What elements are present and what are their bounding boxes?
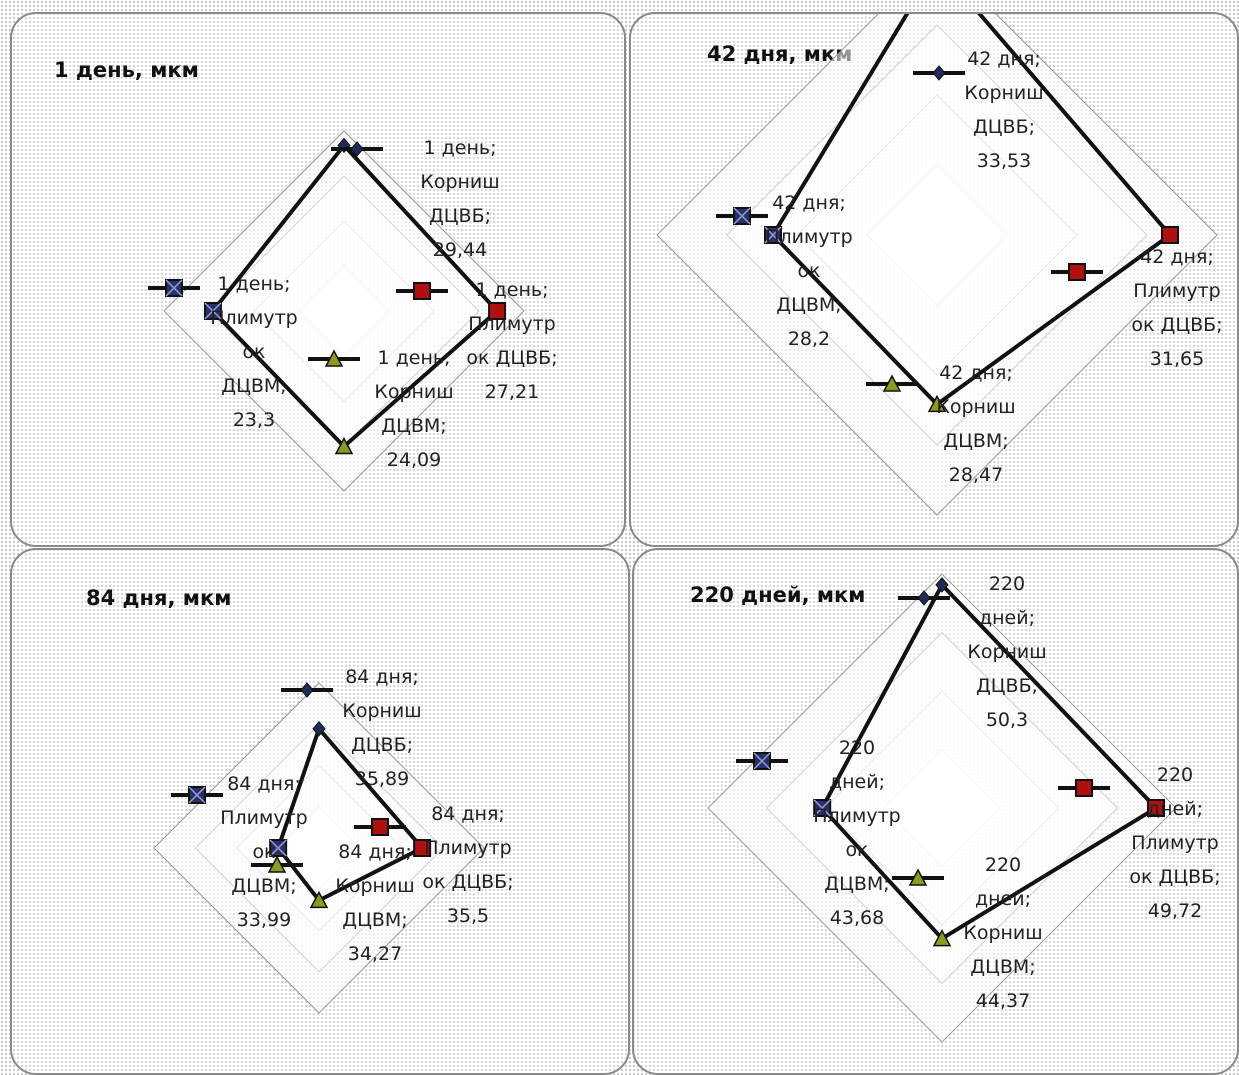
square-marker [1147,799,1166,817]
data-label: 220 дней; Плимутр ок ДЦВМ; 43,68 [813,737,901,929]
diamond-marker [300,682,314,698]
data-label: 1 день; Корниш ДЦВМ; 24,09 [374,347,453,471]
grid-ring [707,573,1177,1043]
data-label: 42 дня; Плимутр ок ДЦВБ; 31,65 [1131,246,1222,370]
diamond-marker [312,721,326,737]
square-marker [1075,779,1093,797]
triangle-marker [927,394,947,413]
data-label: 84 дня; Корниш ДЦВМ; 34,27 [335,841,414,965]
x-square-marker [188,786,206,804]
square-marker [488,302,507,320]
x-square-marker [165,279,183,297]
radar-chart-220-days: 220 дней; Корниш ДЦВБ; 50,3 220 дней; Плимутр ок… [707,573,1221,1043]
data-label: 84 дня; Корниш ДЦВБ; 35,89 [342,666,421,790]
square-marker [371,818,389,836]
square-marker [413,839,432,857]
x-square-marker [269,839,288,857]
chart-title: 84 дня, мкм [86,586,232,610]
triangle-marker [908,868,928,886]
chart-panel-1-day: 1 день, мкм 1 день; Корниш ДЦВБ; 29,44 1 ден… [10,12,626,547]
triangle-marker [334,436,354,455]
radar-chart-42-days: 42 дня; Корниш ДЦВБ; 33,53 42 дня; Плимутр ок … [656,14,1223,516]
chart-title: 220 дней, мкм [690,583,866,607]
x-square-marker [733,207,751,225]
square-marker [413,282,431,300]
data-label: 1 день; Корниш ДЦВБ; 29,44 [420,137,499,261]
data-label: 220 дней; Корниш ДЦВБ; 50,3 [967,573,1046,731]
chart-title: 1 день, мкм [54,58,199,82]
diamond-marker [350,141,364,157]
chart-panel-220-days: 220 дней, мкм 220 дней; Корниш ДЦВБ; 50,3 220… [632,548,1239,1075]
grid-ring [656,14,1218,516]
data-label: 84 дня; Плимутр ок ДЦВМ; 33,99 [220,773,308,931]
diamond-marker [917,590,931,606]
data-label: 1 день; Плимутр ок ДЦВМ; 23,3 [210,273,298,431]
chart-panel-42-days: 42 дня, мкм 42 дня; Корниш ДЦВБ; 33,53 42 дн… [629,12,1239,547]
triangle-marker [324,349,344,367]
grid-ring [163,130,525,492]
data-label: 1 день; Плимутр ок ДЦВБ; 27,21 [466,279,557,403]
square-marker [1161,226,1179,244]
radar-chart-1-day: 1 день; Корниш ДЦВБ; 29,44 1 день; Плимутр ок … [148,130,558,492]
x-square-marker [203,302,222,320]
data-label: 220 дней; Плимутр ок ДЦВБ; 49,72 [1129,764,1220,922]
triangle-marker [309,890,329,909]
triangle-marker [882,374,902,392]
data-label: 42 дня; Корниш ДЦВБ; 33,53 [964,48,1043,172]
data-label: 42 дня; Плимутр ок ДЦВМ; 28,2 [765,192,853,350]
x-square-marker [813,799,832,817]
data-label: 42 дня; Корниш ДЦВМ; 28,47 [936,362,1015,486]
square-marker [1068,263,1086,281]
chart-panel-84-days: 84 дня, мкм 84 дня; Корниш ДЦВБ; 35,89 84 дн… [10,548,630,1075]
data-label: 84 дня; Плимутр ок ДЦВБ; 35,5 [422,803,513,927]
triangle-marker [267,855,287,873]
x-square-marker [753,752,771,770]
x-square-marker [764,226,782,244]
data-label: 220 дней; Корниш ДЦВМ; 44,37 [963,854,1042,1012]
triangle-marker [932,928,952,947]
diamond-marker [935,577,949,593]
chart-title: 42 дня, мкм [707,42,853,66]
diamond-marker [932,65,946,81]
